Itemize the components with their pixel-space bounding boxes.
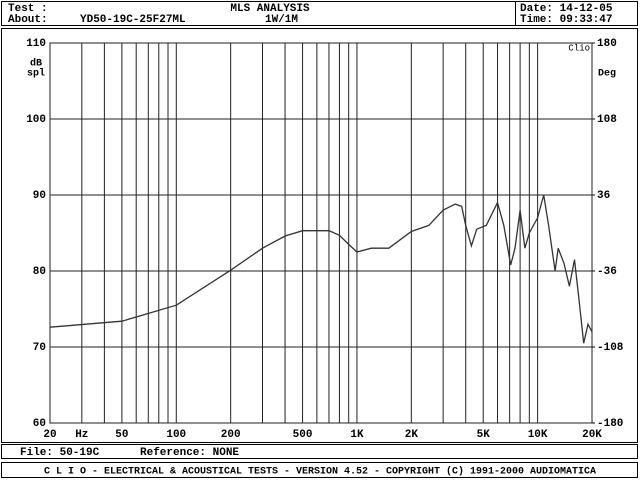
x-tick-label: 500 <box>293 429 313 441</box>
status-line: C L I O - ELECTRICAL & ACOUSTICAL TESTS … <box>44 466 596 478</box>
x-tick-label: Hz <box>75 429 88 441</box>
y2-tick-label: -36 <box>597 266 617 278</box>
test-label: Test : <box>8 3 48 15</box>
x-tick-label: 2K <box>405 429 419 441</box>
x-tick-label: 20 <box>43 429 56 441</box>
about: YD50-19C-25F27ML <box>80 14 186 26</box>
response-curve <box>49 194 593 344</box>
status-box <box>1 462 638 478</box>
y-tick-label: 110 <box>26 38 46 50</box>
y-tick-label: 80 <box>33 266 46 278</box>
x-tick-label: 20K <box>582 429 602 441</box>
x-tick-label: 100 <box>166 429 186 441</box>
time: Time: 09:33:47 <box>520 14 612 26</box>
date: Date: 14-12-05 <box>520 3 613 15</box>
y-tick-label: 100 <box>26 114 46 126</box>
y-axis-label: dB <box>30 58 42 70</box>
watermark: Clio <box>568 43 590 53</box>
x-tick-label: 10K <box>528 429 548 441</box>
x-tick-label: 5K <box>477 429 491 441</box>
x-tick-label: 1K <box>350 429 364 441</box>
y2-tick-label: 108 <box>597 114 617 126</box>
y-tick-label: 70 <box>33 342 46 354</box>
header-box <box>1 1 638 26</box>
x-tick-label: 50 <box>115 429 128 441</box>
y2-tick-label: -180 <box>597 418 623 430</box>
footer-box <box>1 444 638 459</box>
plot-area <box>49 42 593 424</box>
analysis-title: MLS ANALYSIS <box>230 3 310 15</box>
chart-panel <box>1 28 638 443</box>
y-tick-label: 90 <box>33 190 46 202</box>
reference: Reference: NONE <box>140 447 239 459</box>
y2-tick-label: -108 <box>597 342 624 354</box>
x-tick-label: 200 <box>221 429 241 441</box>
file: File: 50-19C <box>20 447 100 459</box>
y-axis-label: spl <box>27 68 45 80</box>
y2-tick-label: 36 <box>597 190 610 202</box>
y2-axis-label: Deg <box>598 69 616 80</box>
level: 1W/1M <box>265 14 298 26</box>
y2-tick-label: 180 <box>597 38 617 50</box>
about-label: About: <box>8 14 48 26</box>
y-tick-label: 60 <box>33 418 46 430</box>
